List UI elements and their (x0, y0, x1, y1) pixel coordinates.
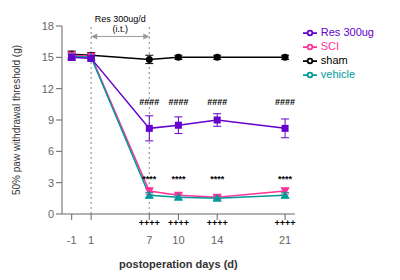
svg-text:18: 18 (42, 20, 54, 32)
svg-text:####: #### (139, 97, 159, 107)
html-text:vehicle: vehicle (320, 68, 355, 81)
html-text:Res 300ug: Res 300ug (320, 26, 374, 38)
svg-text:3: 3 (48, 177, 54, 189)
svg-text:++++: ++++ (168, 218, 189, 228)
svg-text:****: **** (210, 174, 225, 184)
svg-text:50% paw withdrawal threshold (: 50% paw withdrawal threshold (g) (11, 45, 22, 195)
svg-text:-1: -1 (67, 234, 77, 246)
svg-text:14: 14 (211, 234, 223, 246)
svg-text:6: 6 (48, 145, 54, 157)
svg-text:0: 0 (48, 208, 54, 220)
html-text:sham: sham (320, 54, 348, 67)
svg-text:####: #### (207, 97, 227, 107)
svg-text:****: **** (142, 174, 157, 184)
svg-text:++++: ++++ (207, 218, 228, 228)
svg-text:Res 300ug/d(i.t.): Res 300ug/d(i.t.) (95, 14, 146, 34)
svg-text:++++: ++++ (275, 218, 296, 228)
html-text:SCI: SCI (320, 40, 340, 53)
svg-text:++++: ++++ (139, 218, 160, 228)
svg-text:****: **** (171, 174, 186, 184)
svg-text:1: 1 (88, 234, 94, 246)
svg-text:####: #### (275, 97, 295, 107)
svg-text:****: **** (278, 174, 293, 184)
svg-text:####: #### (168, 97, 188, 107)
svg-text:12: 12 (42, 83, 54, 95)
svg-text:21: 21 (279, 234, 291, 246)
svg-text:7: 7 (146, 234, 152, 246)
svg-text:10: 10 (172, 234, 184, 246)
svg-text:9: 9 (48, 114, 54, 126)
svg-text:postoperation days (d): postoperation days (d) (119, 258, 238, 270)
svg-text:15: 15 (42, 51, 54, 63)
